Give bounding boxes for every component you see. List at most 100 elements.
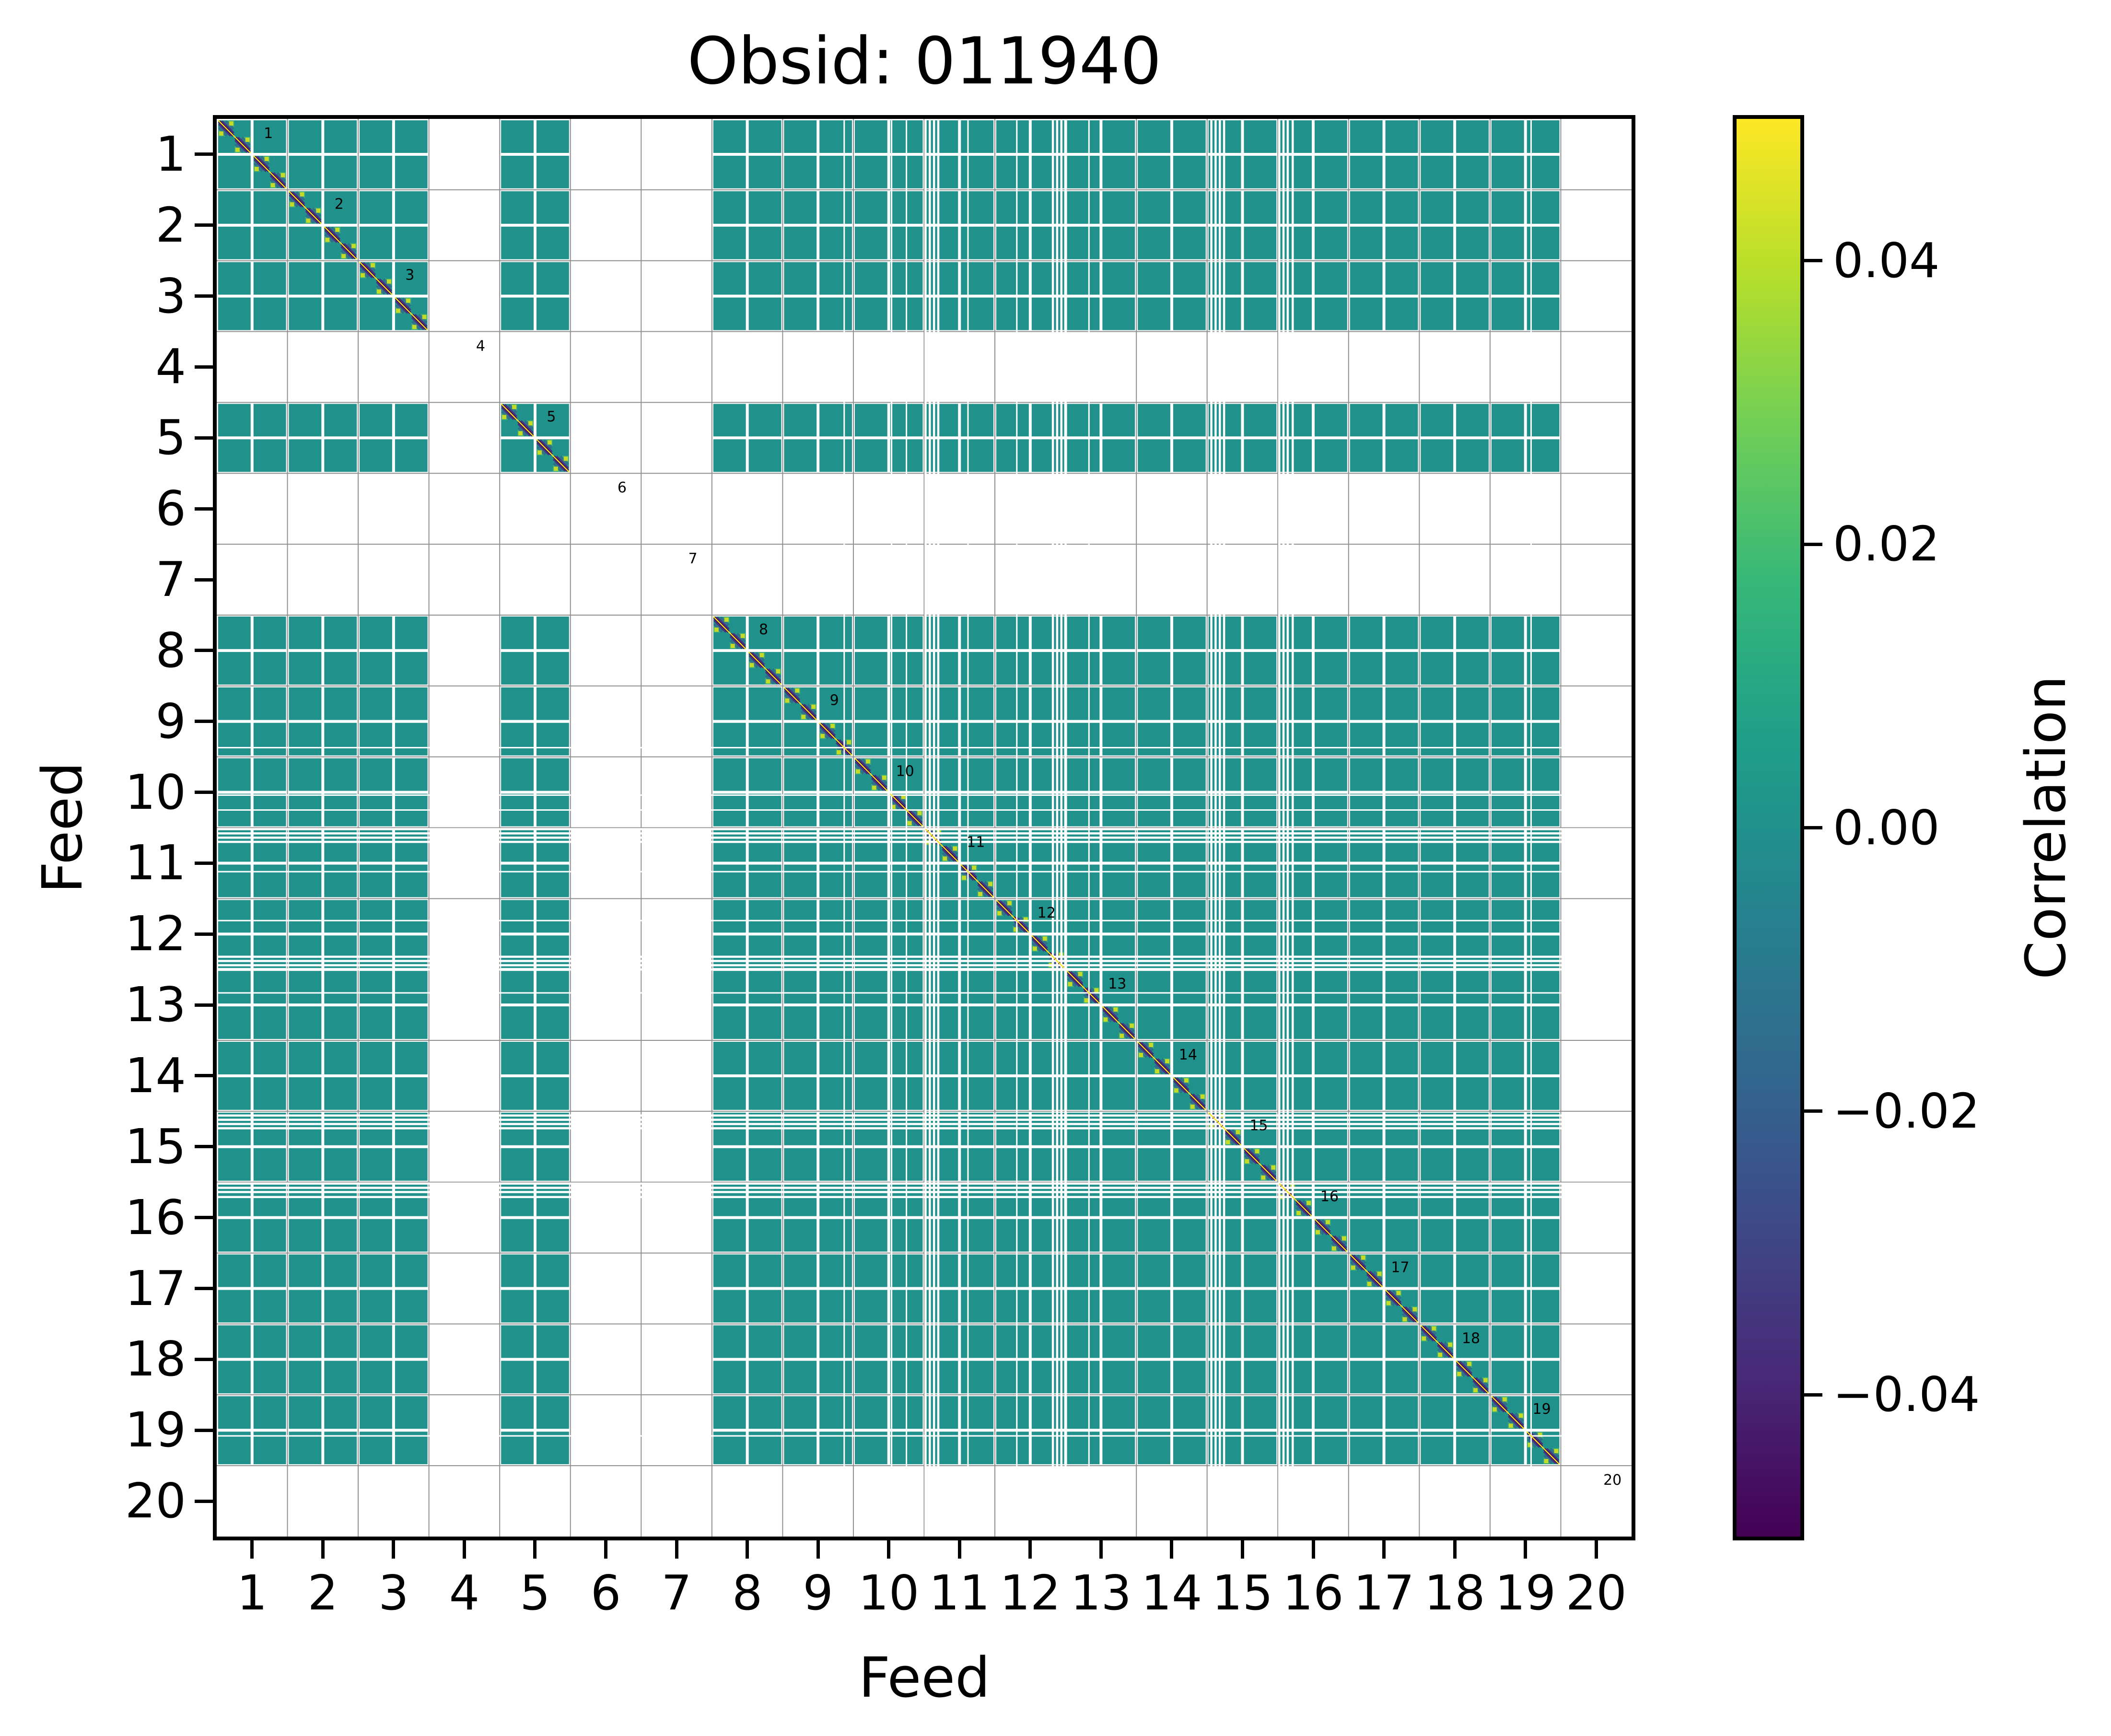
feed-cell (961, 935, 994, 968)
flagged-channel-line-vertical (1219, 119, 1221, 1537)
feed-cell (324, 900, 357, 933)
colorbar-label: Correlation (2014, 675, 2078, 980)
flagged-channel-line-horizontal (217, 920, 1632, 921)
x-tick (1170, 1540, 1174, 1559)
feed-cell (1102, 1148, 1135, 1181)
feed-cell (748, 1183, 781, 1216)
flagged-channel-line-vertical (1286, 119, 1289, 1537)
feed-cell (1138, 1432, 1170, 1465)
feed-cell (1385, 1325, 1418, 1358)
feed-cell (536, 1361, 569, 1394)
x-tick (675, 1540, 678, 1559)
feed-cell (1138, 297, 1170, 330)
feed-cell (324, 829, 357, 862)
feed-cell (1491, 1290, 1524, 1323)
feed-cell (1456, 439, 1489, 472)
feed-number-label: 8 (759, 621, 768, 638)
feed-cell (253, 1042, 286, 1074)
feed-cell (1315, 404, 1347, 437)
feed-cell (1138, 1254, 1170, 1287)
feed-cell (1456, 935, 1489, 968)
feed-cell (819, 297, 852, 330)
flagged-channel-line-horizontal (217, 871, 1632, 873)
feed-cell (218, 1361, 251, 1394)
feed-cell (1067, 439, 1100, 472)
feed-cell (996, 722, 1029, 756)
unity-diagonal-line (253, 155, 287, 189)
feed-cell (1102, 1361, 1135, 1394)
flagged-channel-line-horizontal (217, 1435, 1632, 1437)
feed-cell (395, 900, 428, 933)
feed-cell (395, 191, 428, 224)
feed-cell (748, 1290, 781, 1323)
feed-cell (1173, 1290, 1206, 1323)
feed-cell (324, 1148, 357, 1181)
feed-cell (1031, 404, 1064, 437)
feed-cell (536, 262, 569, 295)
feed-cell (1031, 439, 1064, 472)
feed-cell (996, 262, 1029, 295)
feed-cell (1527, 1254, 1560, 1287)
feed-cell (324, 262, 357, 295)
feed-cell (1350, 1042, 1383, 1074)
unity-diagonal-line (1420, 1325, 1454, 1359)
feed-cell (1527, 262, 1560, 295)
feed-cell (1421, 722, 1454, 756)
feed-cell (1102, 900, 1135, 933)
feed-cell (1138, 722, 1170, 756)
feed-cell (961, 1077, 994, 1110)
feed-cell (819, 1361, 852, 1394)
x-tick (816, 1540, 820, 1559)
x-tick-label: 17 (1353, 1565, 1415, 1621)
feed-cell (1102, 191, 1135, 224)
feed-cell (1173, 616, 1206, 649)
feed-cell (289, 1290, 322, 1323)
feed-cell (1031, 1361, 1064, 1394)
feed-cell (819, 616, 852, 649)
x-tick (321, 1540, 325, 1559)
feed-cell (324, 439, 357, 472)
feed-cell (1031, 155, 1064, 188)
feed-cell (1244, 864, 1277, 897)
feed-cell (996, 1148, 1029, 1181)
feed-cell (1385, 297, 1418, 330)
feed-cell (253, 226, 286, 259)
feed-cell (1315, 1325, 1347, 1358)
unity-diagonal-line (1066, 970, 1100, 1004)
feed-cell (218, 1148, 251, 1181)
feed-cell (289, 971, 322, 1004)
feed-cell (501, 722, 534, 756)
x-tick (957, 1540, 961, 1559)
feed-cell (1279, 262, 1312, 295)
flagged-channel-line-horizontal (217, 1114, 1632, 1117)
feed-cell (360, 1219, 392, 1252)
feed-cell (1138, 1325, 1170, 1358)
feed-cell (1244, 1183, 1277, 1216)
feed-cell (324, 404, 357, 437)
feed-cell (395, 1183, 428, 1216)
feed-cell (1527, 829, 1560, 862)
feed-cell (713, 1254, 746, 1287)
feed-cell (1173, 1361, 1206, 1394)
feed-cell (1385, 864, 1418, 897)
unity-diagonal-line (713, 616, 746, 650)
feed-cell (1350, 722, 1383, 756)
feed-cell (925, 1325, 958, 1358)
feed-cell (1421, 1183, 1454, 1216)
feed-cell (1385, 1432, 1418, 1465)
flagged-channel-line-horizontal (217, 968, 1632, 971)
unity-diagonal-line (925, 828, 959, 862)
feed-cell (1138, 1006, 1170, 1039)
feed-cell (1244, 1219, 1277, 1252)
feed-cell (218, 1077, 251, 1110)
feed-cell (1173, 829, 1206, 862)
feed-cell (713, 1148, 746, 1181)
feed-cell (501, 297, 534, 330)
feed-cell (289, 297, 322, 330)
feed-cell (713, 1432, 746, 1465)
feed-cell (1491, 900, 1524, 933)
feed-cell (784, 1077, 817, 1110)
feed-cell (253, 616, 286, 649)
